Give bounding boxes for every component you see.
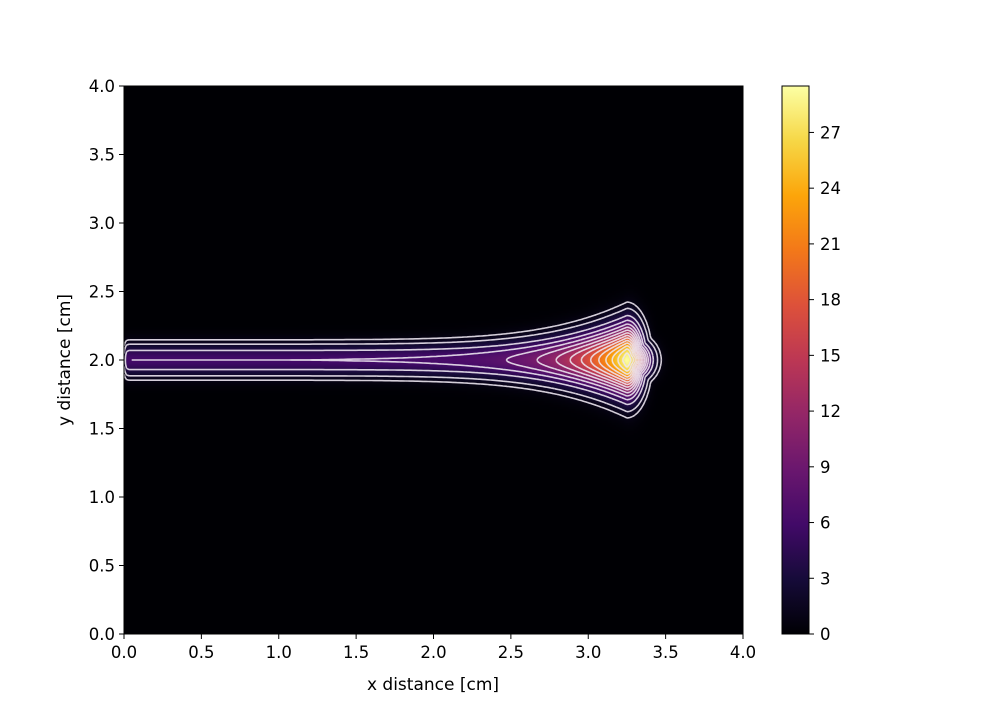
contour-line [622,352,632,368]
contour-line [589,337,641,383]
x-tick-label: 2.5 [498,643,524,662]
x-tick-label: 0.0 [111,643,137,662]
y-axis-label: y distance [cm] [55,294,75,426]
y-tick-label: 0.0 [89,625,115,644]
colorbar-frame [781,85,810,635]
x-tick-label: 3.0 [575,643,601,662]
y-tick-label: 1.5 [89,420,115,439]
contour-line [555,329,646,391]
colorbar: 0 3 6 9 12 15 18 21 24 27 [781,85,841,644]
contour-line [124,301,663,419]
y-tick-label: 1.0 [89,488,115,507]
x-tick-label: 3.5 [653,643,679,662]
contour-line [611,344,637,376]
contour-line [598,339,640,381]
y-tick-label: 3.5 [89,146,115,165]
colorbar-fill [782,86,809,634]
contour-line [124,314,655,406]
x-axis-label: x distance [cm] [367,675,499,695]
colorbar-tick-label: 27 [820,123,841,142]
colorbar-tick-label: 3 [820,569,831,588]
contour-line [505,323,649,397]
colorbar-tick-label: 15 [820,346,841,365]
y-tick-label: 0.5 [89,557,115,576]
y-tick-label: 2.0 [89,351,115,370]
colorbar-tick-label: 24 [820,179,841,198]
contour-line [580,334,643,386]
contour-line [617,348,635,372]
contour-line [131,319,652,401]
colorbar-tick-label: 12 [820,402,841,421]
x-tick-label: 1.0 [266,643,292,662]
x-tick-label: 2.0 [420,643,446,662]
y-tick-label: 2.5 [89,283,115,302]
y-tick-label: 4.0 [89,77,115,96]
y-axis-ticks: 0.0 0.5 1.0 1.5 2.0 2.5 3.0 3.5 4.0 [89,77,124,644]
x-axis-ticks: 0.0 0.5 1.0 1.5 2.0 2.5 3.0 3.5 4.0 [111,634,756,662]
colorbar-tick-label: 0 [820,625,831,644]
colorbar-ticks: 0 3 6 9 12 15 18 21 24 27 [809,123,841,644]
x-tick-label: 0.5 [188,643,214,662]
contour-line [605,342,638,378]
contour-line [124,307,659,413]
y-tick-label: 3.0 [89,214,115,233]
colorbar-tick-label: 21 [820,235,841,254]
plot-area [123,85,744,635]
colorbar-tick-label: 18 [820,291,841,310]
contour-line [536,326,648,394]
colorbar-tick-label: 9 [820,458,831,477]
contour-lines [124,301,663,419]
contour-line [569,332,644,388]
colorbar-tick-label: 6 [820,514,831,533]
x-tick-label: 4.0 [730,643,756,662]
x-tick-label: 1.5 [343,643,369,662]
